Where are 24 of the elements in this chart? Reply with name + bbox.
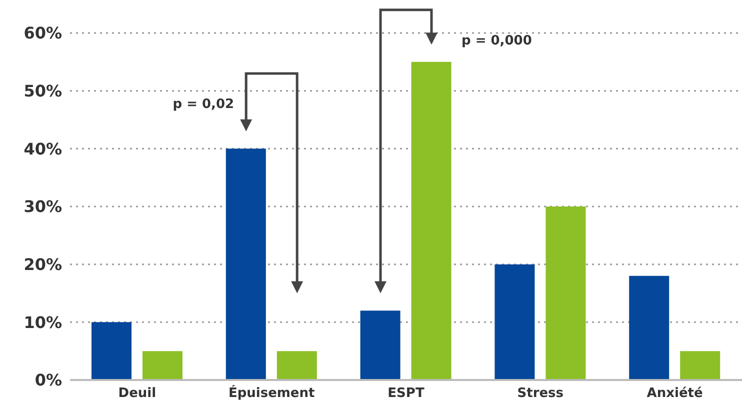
bar [629,276,670,380]
y-tick-label: 20% [24,255,62,274]
bar [546,206,586,380]
bar [360,310,400,380]
y-tick-label: 40% [24,139,62,158]
bar [276,351,317,380]
x-tick-label: Épuisement [228,384,315,402]
bar [680,351,720,380]
bar [226,148,266,380]
y-tick-label: 50% [24,82,62,101]
x-tick-label: Deuil [118,386,156,402]
bar [142,351,183,380]
x-tick-label: Stress [517,386,564,402]
annotation: p = 0,000 [462,34,532,49]
y-tick-label: 60% [24,24,62,43]
bar [494,264,535,380]
y-tick-label: 30% [24,197,62,216]
y-tick-label: 0% [34,370,62,390]
y-tick-label: 10% [24,312,62,332]
x-tick-label: Anxiété [646,386,703,402]
bar [92,322,132,380]
annotation: p = 0,02 [172,97,234,112]
x-tick-label: ESPT [388,386,424,402]
bar [411,62,452,380]
